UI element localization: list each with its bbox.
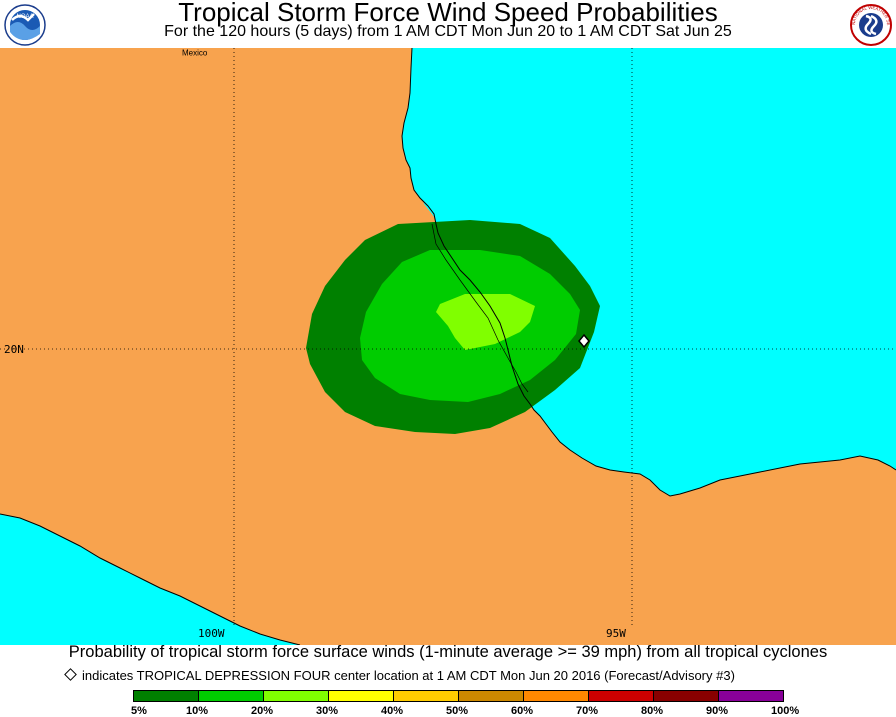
noaa-logo: NOAA <box>4 4 46 46</box>
state-border <box>431 223 529 393</box>
legend-label: 80% <box>641 705 664 717</box>
legend-label: 40% <box>381 705 404 717</box>
legend-label: 20% <box>251 705 274 717</box>
lon-label-95w: 95W <box>606 627 626 640</box>
legend-label: 90% <box>706 705 729 717</box>
legend-swatch <box>458 690 524 702</box>
legend-swatch <box>198 690 264 702</box>
legend-label: 60% <box>511 705 534 717</box>
coastal-lagoon <box>422 194 446 226</box>
page-subtitle: For the 120 hours (5 days) from 1 AM CDT… <box>164 23 732 40</box>
legend-label: 70% <box>576 705 599 717</box>
region-label: Mexico <box>182 49 208 58</box>
lat-label-20n: 20N <box>4 343 24 356</box>
map-description: Probability of tropical storm force surf… <box>68 643 828 661</box>
header: NOAA Tropical Storm Force Wind Speed Pro… <box>0 0 896 48</box>
storm-center-marker <box>578 333 590 349</box>
legend-label: 30% <box>316 705 339 717</box>
legend-swatch <box>718 690 784 702</box>
legend-label: 50% <box>446 705 469 717</box>
legend-label: 100% <box>771 705 800 717</box>
lon-label-100w: 100W <box>198 627 225 640</box>
legend-swatch <box>653 690 719 702</box>
page-title: Tropical Storm Force Wind Speed Probabil… <box>178 0 718 27</box>
legend-label: 10% <box>186 705 209 717</box>
legend-swatch <box>523 690 589 702</box>
probability-contour-20-30 <box>436 294 535 350</box>
diamond-key-icon <box>64 668 77 681</box>
legend-swatch <box>328 690 394 702</box>
coastline <box>401 48 896 497</box>
nws-logo: NATIONAL WEATHER SERVICE <box>848 0 892 46</box>
legend-swatch <box>133 690 199 702</box>
center-note: indicates TROPICAL DEPRESSION FOUR cente… <box>64 668 735 683</box>
legend-label: 5% <box>131 705 147 717</box>
legend-swatch <box>588 690 654 702</box>
legend-swatch <box>263 690 329 702</box>
pacific-coastline <box>0 513 301 645</box>
legend-swatch <box>393 690 459 702</box>
noaa-logo-text: NOAA <box>16 14 33 20</box>
center-note-text: indicates TROPICAL DEPRESSION FOUR cente… <box>82 668 735 683</box>
probability-map: 20N 100W 95W Mexico <box>0 48 896 645</box>
